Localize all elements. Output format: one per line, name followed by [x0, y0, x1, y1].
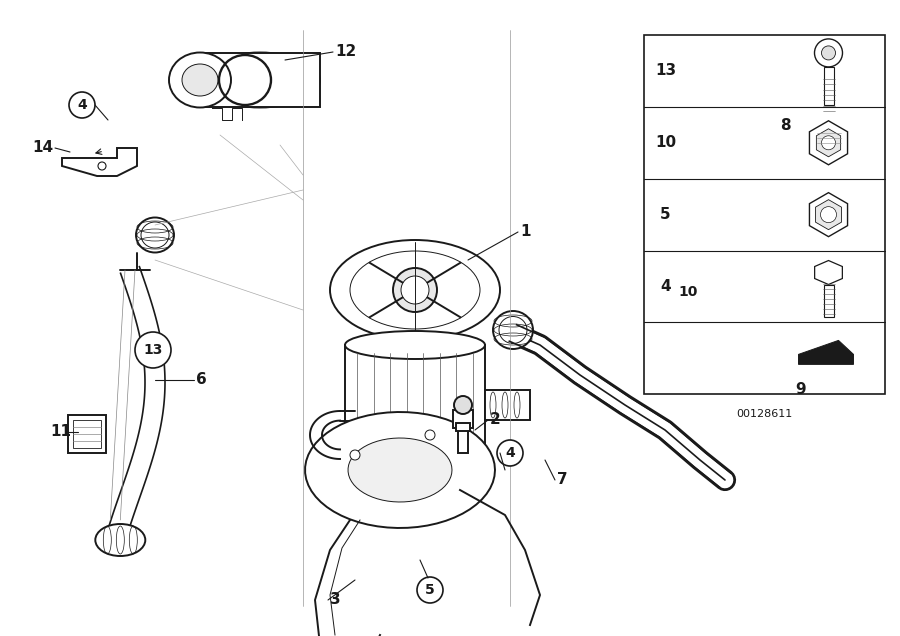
Ellipse shape: [355, 443, 475, 467]
Circle shape: [785, 125, 805, 145]
Circle shape: [773, 113, 817, 157]
Bar: [355, 455, 475, 500]
Ellipse shape: [169, 53, 231, 107]
Bar: [458, 428, 468, 453]
Text: 10: 10: [655, 135, 676, 150]
Circle shape: [497, 440, 523, 466]
Circle shape: [393, 268, 437, 312]
Text: 9: 9: [795, 382, 806, 398]
Ellipse shape: [200, 53, 320, 107]
Text: 00128611: 00128611: [736, 410, 792, 419]
Circle shape: [425, 430, 435, 440]
Polygon shape: [816, 128, 841, 157]
Circle shape: [814, 39, 842, 67]
Ellipse shape: [825, 222, 865, 258]
Ellipse shape: [514, 392, 520, 418]
Text: 10: 10: [679, 285, 698, 299]
Text: 2: 2: [490, 413, 500, 427]
Text: 12: 12: [335, 45, 356, 60]
Text: 6: 6: [196, 373, 207, 387]
Circle shape: [454, 396, 472, 414]
Bar: [345, 345, 485, 455]
Bar: [456, 423, 470, 431]
Text: 5: 5: [661, 207, 670, 222]
Ellipse shape: [355, 488, 475, 512]
Polygon shape: [348, 438, 452, 502]
Polygon shape: [62, 148, 137, 176]
Text: 1: 1: [520, 225, 530, 240]
Text: 4: 4: [77, 98, 87, 112]
Ellipse shape: [499, 317, 527, 343]
Ellipse shape: [685, 208, 705, 232]
Ellipse shape: [141, 222, 169, 248]
Polygon shape: [809, 193, 848, 237]
Bar: [695, 202, 775, 238]
Circle shape: [821, 207, 836, 223]
Bar: [644, 35, 885, 394]
Bar: [485, 390, 530, 420]
Ellipse shape: [502, 392, 508, 418]
Bar: [773, 150, 817, 290]
Polygon shape: [809, 121, 848, 165]
Circle shape: [417, 577, 443, 603]
Bar: [200, 53, 320, 107]
Bar: [824, 284, 833, 317]
Ellipse shape: [330, 240, 500, 340]
Circle shape: [69, 92, 95, 118]
Polygon shape: [815, 200, 842, 230]
Polygon shape: [798, 340, 853, 364]
Ellipse shape: [350, 251, 480, 329]
Ellipse shape: [390, 503, 440, 521]
Bar: [453, 410, 473, 428]
Circle shape: [135, 332, 171, 368]
Ellipse shape: [815, 212, 875, 268]
Text: 13: 13: [655, 64, 676, 78]
Ellipse shape: [95, 524, 145, 556]
Text: 4: 4: [505, 446, 515, 460]
Circle shape: [670, 274, 706, 310]
Circle shape: [350, 450, 360, 460]
Ellipse shape: [136, 218, 174, 252]
Text: 4: 4: [661, 279, 670, 294]
Circle shape: [822, 135, 835, 150]
Polygon shape: [814, 261, 842, 284]
Ellipse shape: [773, 279, 817, 301]
Ellipse shape: [345, 331, 485, 359]
Text: 13: 13: [143, 343, 163, 357]
Ellipse shape: [490, 392, 496, 418]
Text: 3: 3: [330, 593, 340, 607]
Bar: [68, 415, 106, 453]
Circle shape: [401, 276, 429, 304]
Polygon shape: [305, 412, 495, 528]
Ellipse shape: [182, 64, 218, 96]
Text: 11: 11: [50, 424, 71, 439]
Ellipse shape: [493, 311, 533, 349]
Ellipse shape: [680, 203, 710, 237]
Text: 14: 14: [32, 141, 53, 155]
Circle shape: [98, 162, 106, 170]
Ellipse shape: [345, 441, 485, 469]
Text: 8: 8: [780, 118, 790, 132]
Circle shape: [822, 46, 835, 60]
Bar: [73, 420, 101, 448]
Text: 5: 5: [425, 583, 435, 597]
Circle shape: [760, 100, 830, 170]
Text: 7: 7: [557, 473, 568, 488]
Bar: [824, 67, 833, 105]
Ellipse shape: [691, 202, 729, 238]
Ellipse shape: [773, 139, 817, 161]
Ellipse shape: [400, 506, 430, 518]
